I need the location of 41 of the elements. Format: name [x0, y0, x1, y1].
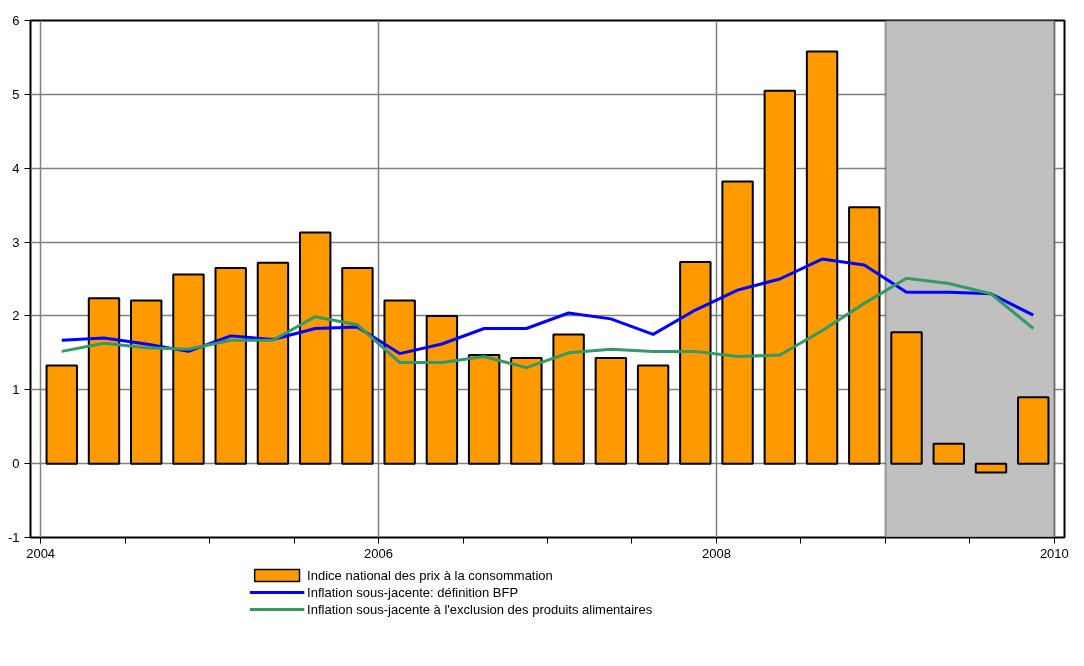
bar	[256, 261, 290, 465]
bar	[383, 299, 416, 465]
bar	[467, 354, 501, 465]
bar	[45, 364, 78, 465]
x-tick-label: 2010	[1039, 545, 1069, 561]
bar	[298, 231, 332, 465]
y-tick-label: 5	[12, 86, 20, 102]
bar	[974, 462, 1008, 474]
y-tick-label: 0	[12, 456, 20, 472]
y-tick-label: 1	[12, 382, 20, 398]
bar	[721, 180, 754, 465]
bar	[763, 89, 797, 465]
bar	[636, 364, 670, 465]
bar	[932, 442, 965, 465]
bar	[552, 333, 585, 465]
bar	[172, 273, 205, 465]
x-tick-label: 2006	[364, 545, 394, 561]
line-series	[60, 257, 1035, 356]
legend-label: Inflation sous-jacente: définition BFP	[307, 585, 519, 600]
bar	[425, 314, 459, 465]
y-tick-label: -1	[7, 530, 20, 545]
bar	[679, 261, 712, 465]
bar	[341, 266, 374, 465]
y-tick-label: 6	[12, 13, 20, 28]
bar	[805, 50, 839, 465]
y-tick-label: 3	[12, 234, 20, 250]
bar	[848, 206, 881, 465]
bar	[890, 331, 923, 465]
x-tick-label: 2008	[701, 545, 731, 561]
bar	[1017, 396, 1050, 465]
legend-label: Indice national des prix à la consommation	[307, 568, 553, 583]
bar	[130, 299, 163, 465]
bar	[510, 357, 543, 465]
bar	[594, 357, 628, 465]
line-series	[60, 276, 1035, 370]
bar	[87, 297, 121, 465]
y-tick-label: 4	[12, 160, 20, 176]
legend-label: Inflation sous-jacente à l'exclusion des produits alimentaires	[307, 602, 653, 617]
y-tick-label: 2	[12, 308, 20, 324]
x-tick-label: 2004	[26, 545, 56, 561]
bar	[214, 266, 247, 465]
